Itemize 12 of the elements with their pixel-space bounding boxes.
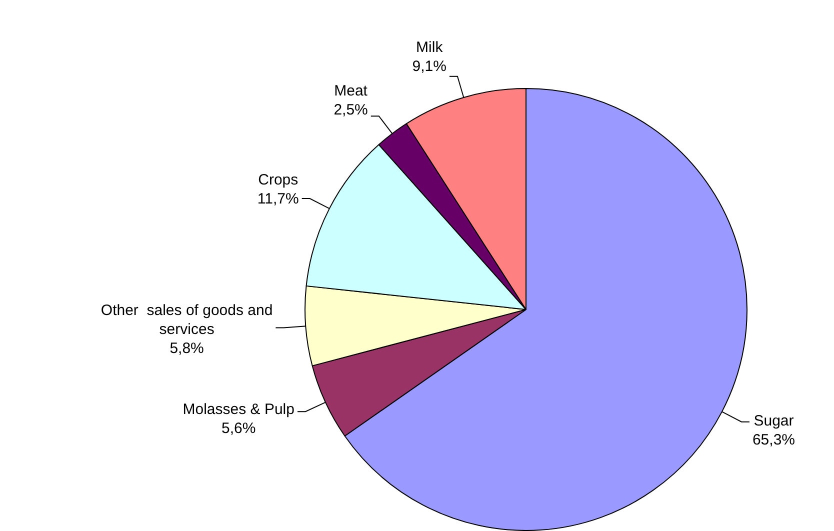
data-label: 5,6% [222, 420, 256, 438]
data-label: 65,3% [752, 431, 796, 448]
data-label: 9,1% [412, 58, 446, 76]
data-label: 2,5% [334, 102, 368, 119]
data-label: 11,7% [257, 190, 299, 208]
slice-label: Milk [416, 39, 444, 56]
slice-label: Sugar [754, 412, 794, 430]
slice-label: Molasses & Pulp [182, 401, 294, 418]
slice-label: Other sales of goods and services [100, 302, 273, 338]
data-label: 5,8% [170, 340, 204, 358]
slice-label: Meat [334, 82, 368, 100]
slice-label: Crops [258, 171, 298, 188]
